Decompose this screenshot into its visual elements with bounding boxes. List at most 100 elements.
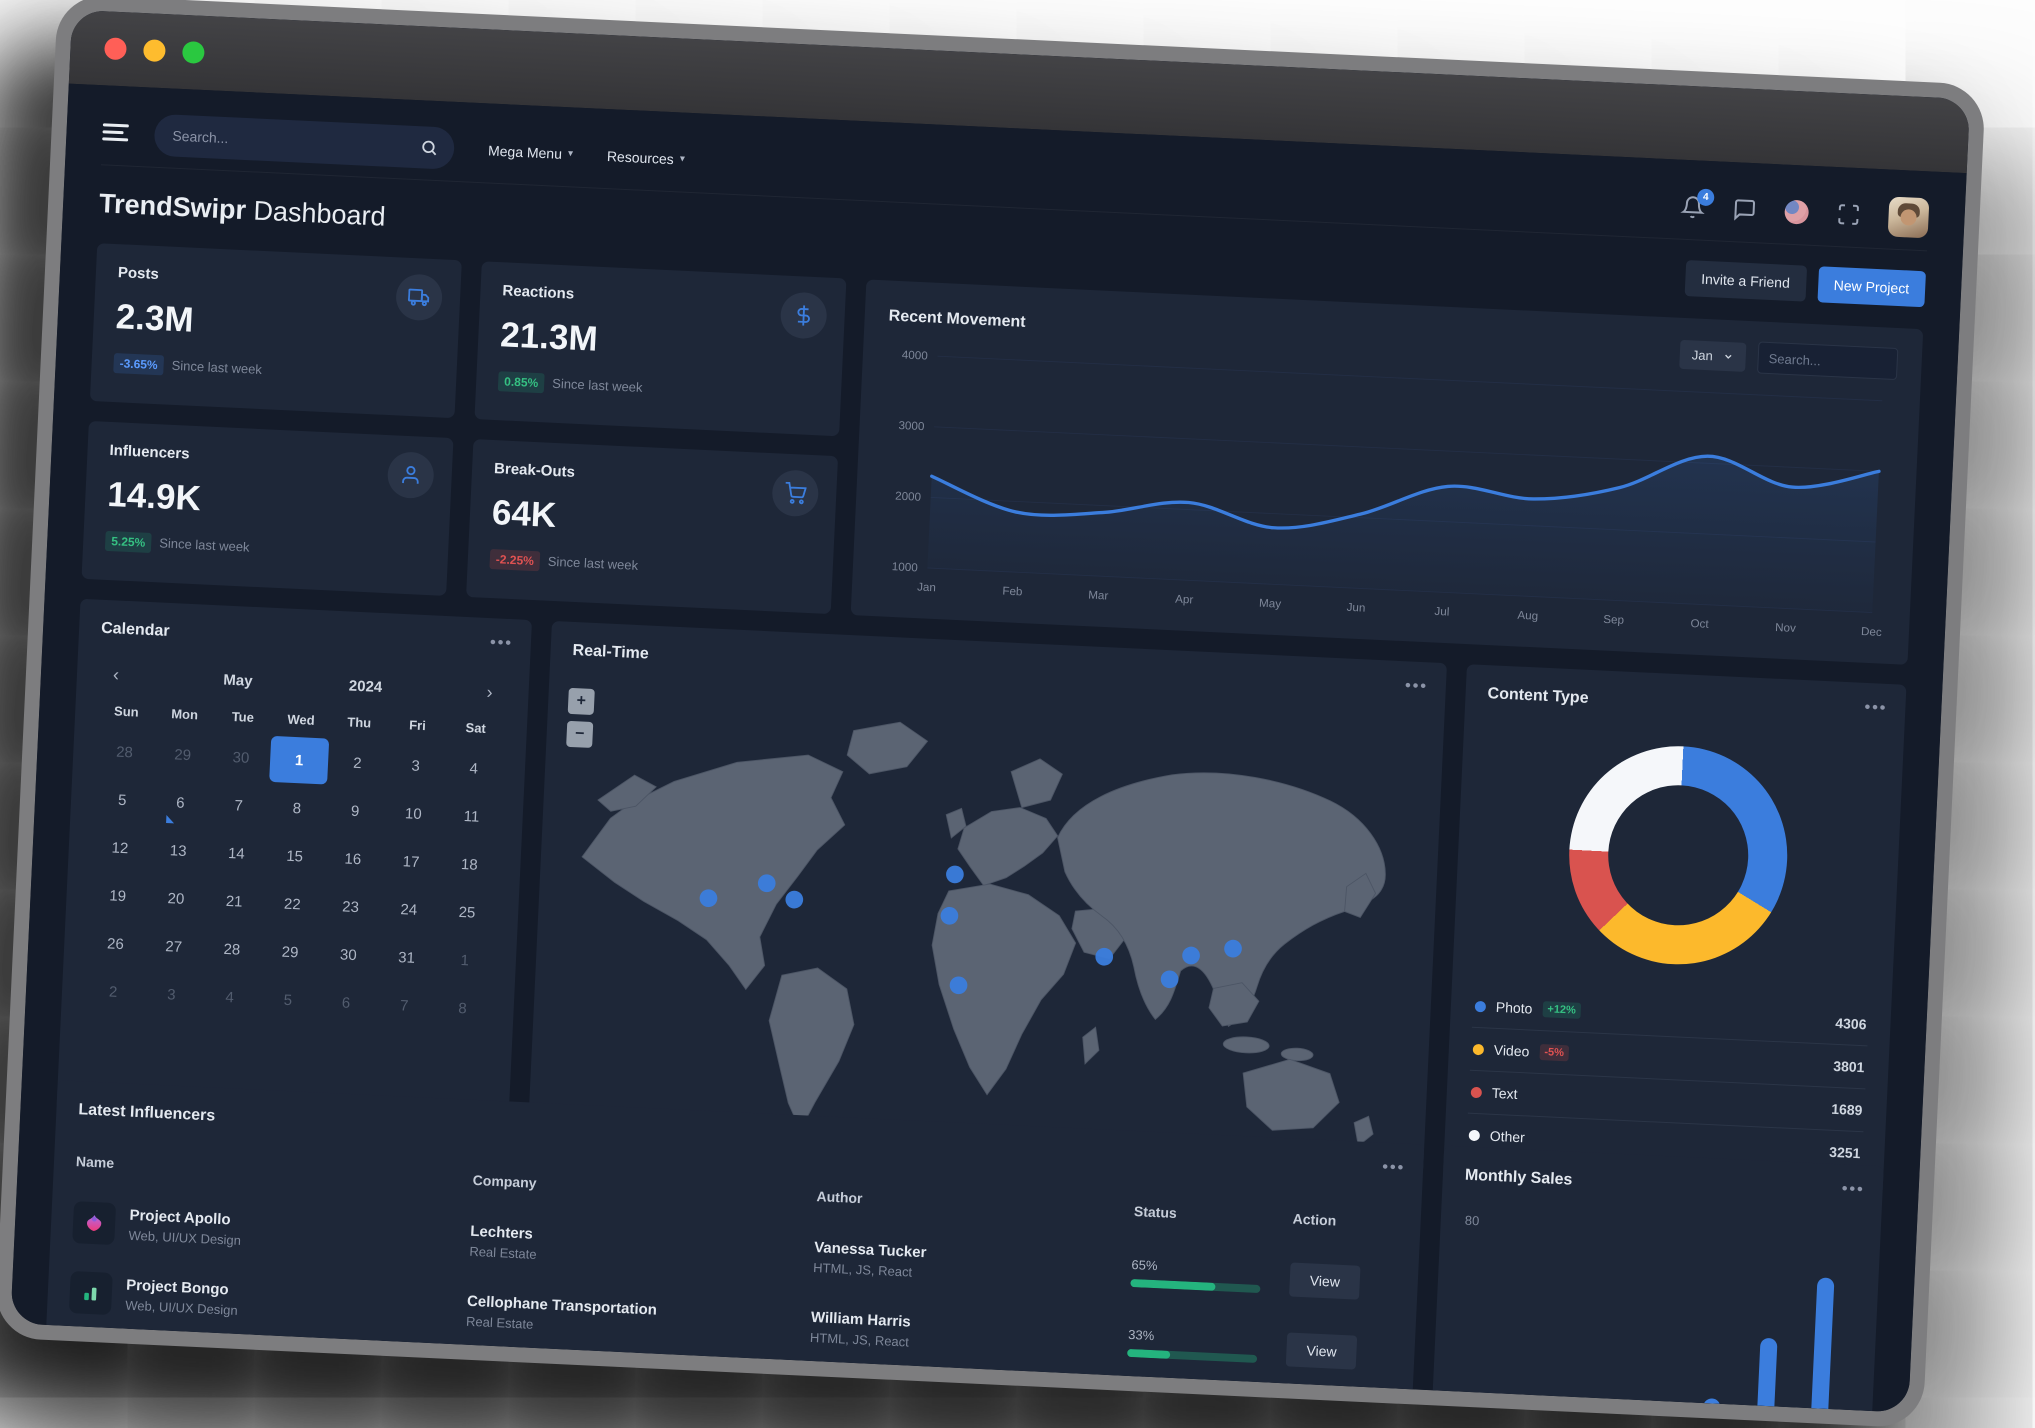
calendar-day[interactable]: 19 (108, 886, 127, 905)
card-menu-button[interactable]: ••• (1864, 698, 1888, 717)
svg-text:2000: 2000 (895, 491, 921, 504)
messages-button[interactable] (1732, 197, 1757, 222)
view-button[interactable]: View (1289, 1262, 1361, 1300)
minimize-window-button[interactable] (142, 39, 166, 63)
user-avatar[interactable] (1887, 196, 1930, 238)
notification-badge: 4 (1696, 187, 1715, 206)
calendar-day[interactable]: 22 (283, 895, 302, 913)
calendar-day[interactable]: 16 (344, 849, 362, 868)
stat-value: 21.3M (499, 315, 599, 359)
calendar-day[interactable]: 29 (281, 943, 299, 961)
calendar-day[interactable]: 11 (463, 807, 480, 826)
map-marker[interactable] (757, 874, 776, 893)
calendar-day[interactable]: 20 (167, 889, 185, 908)
calendar-day[interactable]: 6 (341, 994, 351, 1012)
calendar-day[interactable]: 25 (458, 903, 476, 922)
calendar-day[interactable]: 21 (225, 892, 243, 911)
chart-search-input[interactable] (1757, 341, 1899, 381)
nav-resources[interactable]: Resources ▾ (606, 147, 686, 167)
calendar-day[interactable]: 3 (166, 985, 176, 1004)
calendar-day[interactable]: 18 (460, 855, 479, 874)
map-zoom-out-button[interactable]: − (566, 720, 594, 748)
project-sub: Web, UI/UX Design (124, 1297, 239, 1318)
calendar-day[interactable]: 30 (232, 748, 250, 767)
search-icon[interactable] (420, 138, 439, 157)
calendar-day[interactable]: 31 (397, 948, 416, 967)
calendar-day[interactable]: 5 (283, 991, 293, 1009)
calendar-day[interactable]: 4 (469, 759, 479, 778)
calendar-month: May (222, 671, 253, 690)
calendar-day[interactable]: 8 (292, 799, 302, 817)
invite-friend-button[interactable]: Invite a Friend (1684, 259, 1807, 302)
calendar-day[interactable]: 15 (285, 847, 304, 865)
fullscreen-button[interactable] (1836, 202, 1861, 227)
calendar-day[interactable]: 23 (341, 897, 360, 916)
map-zoom-in-button[interactable]: + (567, 687, 595, 716)
close-window-button[interactable] (103, 37, 127, 61)
apollo-flower-icon (72, 1201, 117, 1246)
calendar-prev-button[interactable]: ‹ (112, 664, 120, 685)
language-flag-icon[interactable] (1784, 199, 1810, 225)
hamburger-menu-icon[interactable] (102, 119, 129, 145)
calendar-day[interactable]: 13 (169, 841, 187, 860)
month-select[interactable]: Jan (1679, 339, 1747, 372)
calendar-day[interactable]: 27 (164, 937, 183, 956)
map-marker[interactable] (946, 865, 965, 884)
monthly-sales-panel: Monthly Sales ••• 80 (1422, 1145, 1884, 1413)
calendar-day[interactable]: 8 (457, 999, 468, 1017)
calendar-day[interactable]: 6 (150, 778, 210, 827)
calendar-day[interactable]: 2 (352, 754, 362, 772)
calendar-day[interactable]: 7 (399, 996, 409, 1015)
stat-card-influencers: Influencers 14.9K 5.25% Since last week (81, 420, 454, 596)
stat-note: Since last week (158, 535, 250, 555)
calendar-day[interactable]: 14 (227, 844, 246, 863)
delta-badge: -2.25% (489, 548, 541, 572)
calendar-day[interactable]: 29 (173, 745, 192, 764)
global-search (153, 113, 456, 170)
legend-label: Text (1491, 1084, 1518, 1102)
search-input[interactable] (170, 125, 421, 156)
world-map[interactable] (528, 665, 1445, 1167)
calendar-day[interactable]: 5 (117, 791, 127, 809)
calendar-day[interactable]: 12 (111, 838, 129, 857)
legend-label: Other (1489, 1127, 1526, 1146)
notifications-button[interactable]: 4 (1680, 187, 1715, 219)
calendar-day[interactable]: 3 (411, 757, 421, 775)
calendar-day[interactable]: 28 (115, 743, 134, 761)
bar-chart (1454, 1233, 1850, 1413)
nav-mega-menu[interactable]: Mega Menu ▾ (487, 141, 574, 162)
map-marker[interactable] (1182, 946, 1201, 965)
calendar-day[interactable]: 10 (404, 804, 423, 823)
card-menu-button[interactable]: ••• (1381, 1158, 1406, 1177)
card-menu-button[interactable]: ••• (1841, 1180, 1866, 1199)
new-project-button[interactable]: New Project (1816, 266, 1927, 308)
calendar-next-button[interactable]: › (486, 681, 494, 703)
card-menu-button[interactable]: ••• (1404, 677, 1429, 696)
map-marker[interactable] (1160, 970, 1179, 989)
stat-note: Since last week (551, 375, 643, 395)
calendar-day[interactable]: 30 (339, 945, 358, 964)
calendar-day[interactable]: 2 (108, 983, 118, 1001)
zoom-window-button[interactable] (181, 40, 205, 64)
stat-value: 64K (491, 493, 558, 536)
map-marker[interactable] (1095, 947, 1114, 966)
bar (1792, 1277, 1835, 1413)
calendar-day[interactable]: 17 (402, 852, 420, 871)
map-marker[interactable] (699, 889, 718, 908)
map-marker[interactable] (785, 890, 804, 909)
legend-label: Photo (1495, 998, 1533, 1017)
map-marker[interactable] (1224, 939, 1243, 958)
calendar-day[interactable]: 24 (400, 900, 418, 919)
calendar-day[interactable]: 9 (350, 802, 360, 820)
calendar-day[interactable]: 1 (460, 951, 470, 969)
view-button[interactable]: View (1285, 1332, 1358, 1370)
calendar-day[interactable]: 28 (223, 940, 241, 959)
calendar-day[interactable]: 7 (234, 796, 244, 815)
map-marker[interactable] (949, 976, 968, 995)
calendar-day[interactable]: 26 (106, 934, 125, 953)
calendar-day[interactable]: 4 (225, 988, 235, 1006)
map-marker[interactable] (940, 906, 959, 926)
calendar-day-selected[interactable]: 1 (268, 735, 330, 785)
column-header: Name (75, 1153, 115, 1171)
card-menu-button[interactable]: ••• (489, 634, 514, 653)
